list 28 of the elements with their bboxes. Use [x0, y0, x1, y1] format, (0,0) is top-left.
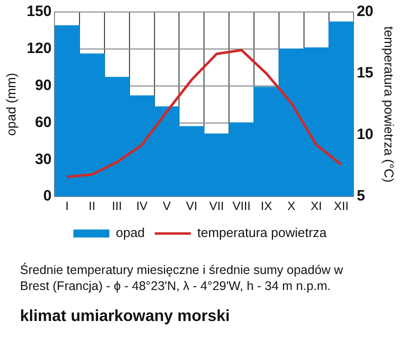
x-tick-label: XI	[310, 199, 322, 214]
x-tick-label: I	[65, 199, 69, 214]
y2-axis-title: temperatura powietrza (°C)	[382, 26, 397, 182]
x-tick-label: VIII	[232, 199, 251, 214]
x-tick-label: II	[88, 199, 96, 214]
y-tick-label: 90	[34, 76, 52, 94]
y-tick-label: 0	[43, 188, 52, 205]
legend-label: opad	[116, 225, 145, 240]
y-tick-label: 150	[26, 3, 52, 20]
x-tick-label: IV	[136, 199, 148, 214]
y-tick-label: 60	[34, 114, 52, 131]
y-tick-label: 120	[26, 40, 52, 58]
x-tick-label: V	[162, 199, 171, 214]
y2-tick-label: 10	[356, 126, 374, 144]
x-tick-label: VI	[186, 199, 198, 214]
text: Średnie temperatury miesięczne i średnie sumy opadów w Brest (Francja) - ϕ - 48°23'N, λ - 4°29'W, h - 34 m n.p.m.	[20, 262, 344, 294]
x-tick-label: X	[287, 199, 296, 214]
x-tick-label: XII	[334, 199, 349, 214]
y2-tick-label: 5	[356, 188, 366, 205]
y2-tick-label: 20	[356, 3, 374, 20]
y-tick-label: 30	[34, 150, 52, 168]
y2-tick-label: 15	[356, 64, 374, 82]
x-tick-label: III	[112, 199, 122, 214]
x-tick-label: VII	[209, 199, 224, 214]
y-axis-title: opad (mm)	[3, 72, 18, 136]
text: klimat umiarkowany morski	[20, 308, 231, 326]
x-tick-label: IX	[260, 199, 272, 214]
legend-label: temperatura powietrza	[197, 225, 328, 240]
